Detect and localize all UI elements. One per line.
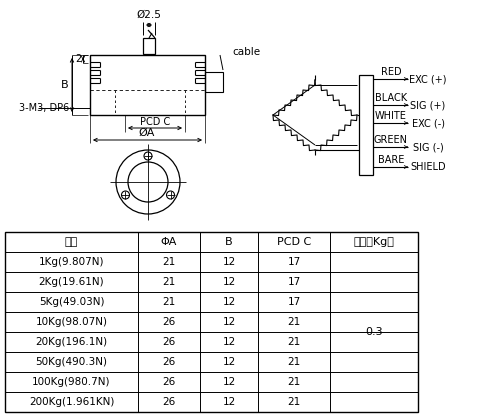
- Text: 21: 21: [287, 317, 300, 327]
- Text: SHIELD: SHIELD: [409, 162, 445, 172]
- Bar: [358, 75, 372, 175]
- Text: 0.3: 0.3: [365, 327, 382, 337]
- Text: 17: 17: [287, 257, 300, 267]
- Text: 50Kg(490.3N): 50Kg(490.3N): [36, 357, 107, 367]
- Text: 26: 26: [162, 317, 175, 327]
- Text: SIG (+): SIG (+): [409, 100, 445, 110]
- Text: 21: 21: [287, 337, 300, 347]
- Bar: [90, 55, 204, 115]
- Text: ΦA: ΦA: [161, 237, 177, 247]
- Text: cable: cable: [231, 47, 260, 57]
- Text: 12: 12: [222, 357, 235, 367]
- Text: 12: 12: [222, 317, 235, 327]
- Text: GREEN: GREEN: [373, 135, 407, 145]
- Bar: [142, 38, 155, 54]
- Text: 26: 26: [162, 337, 175, 347]
- Text: 26: 26: [162, 357, 175, 367]
- Text: 26: 26: [162, 377, 175, 387]
- Text: SIG (-): SIG (-): [412, 142, 443, 152]
- Text: 12: 12: [222, 397, 235, 407]
- Text: EXC (+): EXC (+): [408, 74, 446, 84]
- Text: 21: 21: [162, 277, 175, 287]
- Text: BARE: BARE: [377, 155, 404, 165]
- Text: PCD C: PCD C: [140, 117, 170, 127]
- Text: 重量（Kg）: 重量（Kg）: [353, 237, 394, 247]
- Text: 100Kg(980.7N): 100Kg(980.7N): [32, 377, 110, 387]
- Text: ØA: ØA: [139, 128, 155, 138]
- Text: 12: 12: [222, 297, 235, 307]
- Text: 1Kg(9.807N): 1Kg(9.807N): [39, 257, 104, 267]
- Text: 5Kg(49.03N): 5Kg(49.03N): [39, 297, 104, 307]
- Text: 21: 21: [162, 257, 175, 267]
- Text: 21: 21: [287, 397, 300, 407]
- Text: 17: 17: [287, 277, 300, 287]
- Text: 21: 21: [287, 377, 300, 387]
- Text: 10Kg(98.07N): 10Kg(98.07N): [36, 317, 107, 327]
- Text: WHITE: WHITE: [374, 111, 406, 121]
- Text: EXC (-): EXC (-): [411, 118, 444, 128]
- Text: 3-M3, DP6: 3-M3, DP6: [19, 103, 69, 113]
- Text: 2: 2: [75, 54, 81, 64]
- Text: 量程: 量程: [65, 237, 78, 247]
- Text: 20Kg(196.1N): 20Kg(196.1N): [35, 337, 107, 347]
- Text: 12: 12: [222, 377, 235, 387]
- Text: 17: 17: [287, 297, 300, 307]
- Bar: [204, 72, 223, 92]
- Text: B: B: [61, 80, 69, 90]
- Text: BLACK: BLACK: [374, 93, 406, 103]
- Text: 21: 21: [162, 297, 175, 307]
- Text: 12: 12: [222, 277, 235, 287]
- Text: 12: 12: [222, 257, 235, 267]
- Text: PCD C: PCD C: [276, 237, 310, 247]
- Text: 200Kg(1.961KN): 200Kg(1.961KN): [29, 397, 114, 407]
- Bar: [5, 232, 417, 412]
- Text: 12: 12: [222, 337, 235, 347]
- Text: RED: RED: [380, 67, 401, 77]
- Text: B: B: [225, 237, 232, 247]
- Text: 21: 21: [287, 357, 300, 367]
- Text: 2Kg(19.61N): 2Kg(19.61N): [39, 277, 104, 287]
- Text: Ø2.5: Ø2.5: [136, 10, 161, 20]
- Text: 26: 26: [162, 397, 175, 407]
